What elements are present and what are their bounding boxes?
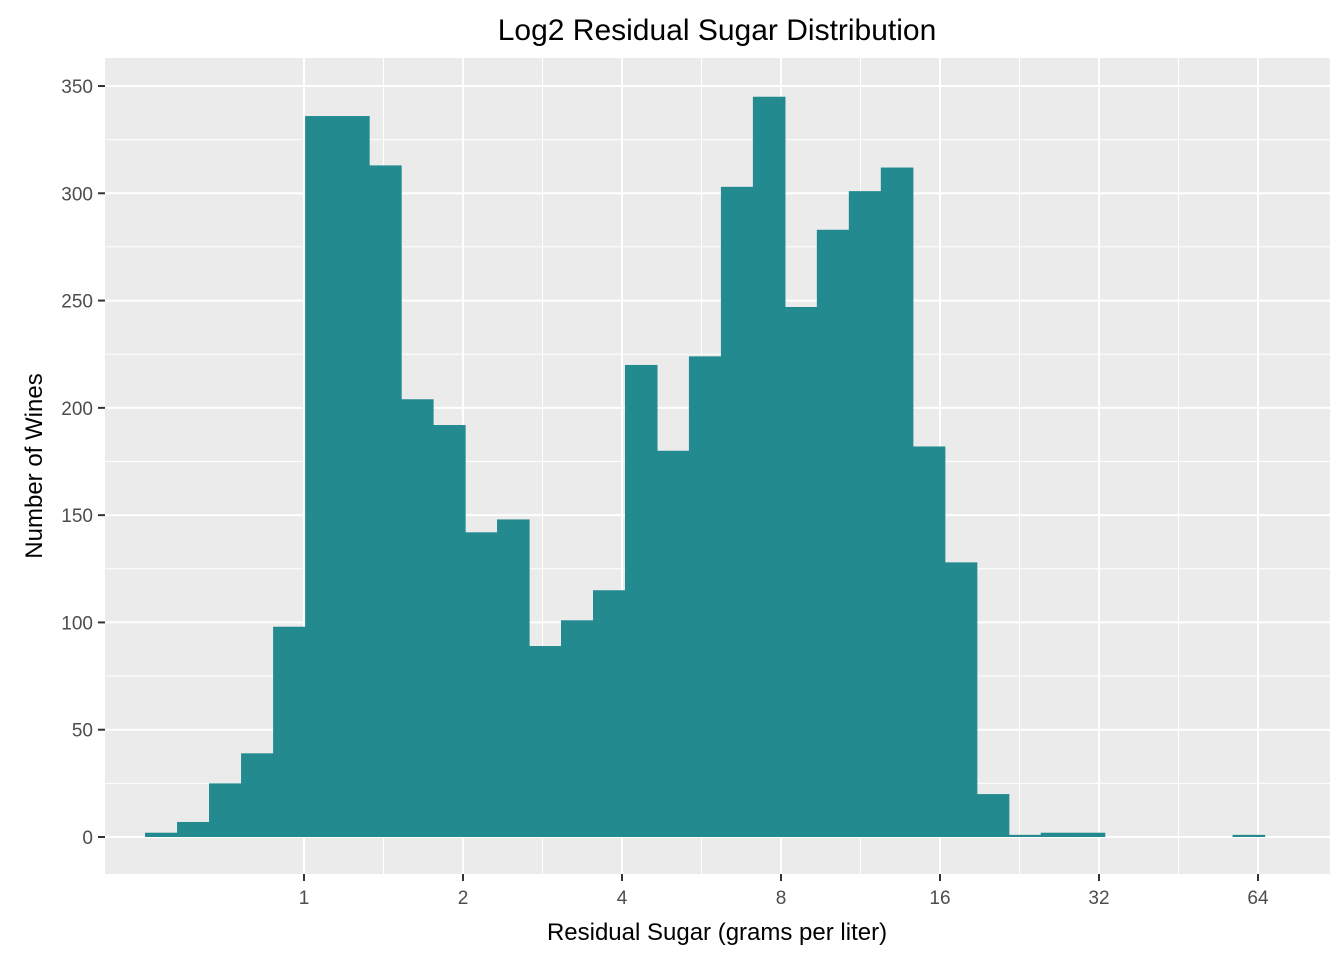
histogram-bar	[752, 96, 786, 838]
x-tick-label: 4	[617, 888, 628, 909]
histogram-bar	[624, 364, 658, 837]
histogram-bar	[273, 626, 306, 837]
histogram-bar	[497, 519, 530, 837]
histogram-bar	[656, 450, 690, 837]
y-tick-label: 250	[61, 292, 93, 313]
histogram-bar	[209, 783, 242, 837]
histogram-bar	[944, 562, 978, 837]
x-axis: 1 2 4 8 16 32 64	[299, 874, 1269, 909]
histogram-bar	[561, 620, 594, 837]
histogram-bar	[401, 399, 434, 837]
y-axis-title: Number of Wines	[21, 373, 48, 558]
histogram-bar	[593, 590, 626, 837]
x-tick-label: 8	[776, 888, 787, 909]
histogram-bar	[433, 425, 466, 837]
histogram-bar	[976, 794, 1010, 837]
histogram-bars	[145, 96, 1266, 838]
histogram-bar	[1008, 834, 1042, 837]
histogram-bar	[848, 191, 882, 837]
y-tick-label: 350	[61, 77, 93, 98]
histogram-bar	[1072, 832, 1106, 837]
histogram-bar	[177, 821, 210, 837]
histogram-bar	[1040, 832, 1074, 837]
x-tick-label: 2	[458, 888, 469, 909]
histogram-bar	[816, 229, 850, 837]
x-tick-label: 64	[1247, 888, 1269, 909]
y-tick-label: 300	[61, 184, 93, 205]
x-axis-title: Residual Sugar (grams per liter)	[547, 919, 887, 946]
histogram-bar	[880, 167, 914, 838]
chart-title: Log2 Residual Sugar Distribution	[498, 14, 937, 47]
histogram-bar	[912, 446, 946, 837]
histogram-bar	[720, 186, 754, 838]
y-tick-label: 200	[61, 399, 93, 420]
histogram-bar	[305, 116, 338, 838]
y-tick-label: 100	[61, 613, 93, 634]
histogram-bar	[369, 165, 402, 837]
histogram-bar	[145, 832, 178, 837]
x-tick-label: 32	[1088, 888, 1109, 909]
histogram-bar	[465, 532, 498, 837]
histogram-bar	[688, 356, 722, 837]
x-tick-label: 16	[929, 888, 950, 909]
x-tick-label: 1	[299, 888, 310, 909]
histogram-bar	[1232, 834, 1266, 837]
y-tick-label: 0	[82, 828, 93, 849]
histogram-bar	[337, 116, 370, 838]
y-tick-label: 50	[72, 721, 93, 742]
histogram-bar	[784, 307, 818, 837]
y-tick-label: 150	[61, 506, 93, 527]
histogram-bar	[529, 646, 562, 837]
histogram-bar	[241, 753, 274, 837]
y-axis: 0 50 100 150 200 250 300 350	[61, 77, 105, 849]
